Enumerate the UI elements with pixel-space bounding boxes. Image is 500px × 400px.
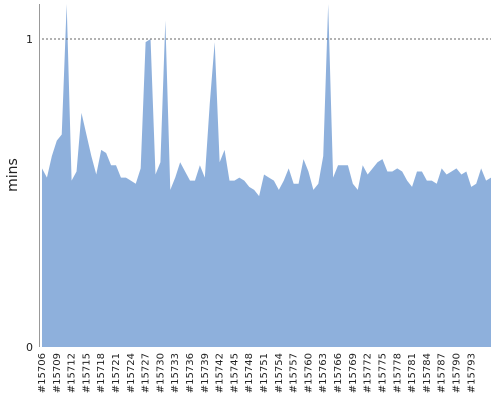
x-tick-label: #15784	[422, 353, 433, 393]
x-tick-label: #15724	[126, 353, 137, 393]
x-tick-label: #15757	[289, 353, 300, 393]
y-tick-labels: 01	[26, 33, 33, 354]
x-tick-label: #15766	[333, 353, 344, 393]
x-tick-label: #15718	[96, 353, 107, 393]
x-tick-label: #15727	[141, 353, 152, 393]
x-tick-label: #15772	[363, 353, 374, 393]
x-tick-label: #15730	[155, 353, 166, 393]
x-tick-label: #15748	[244, 353, 255, 393]
x-tick-label: #15793	[466, 353, 477, 393]
x-tick-label: #15715	[81, 353, 92, 393]
x-tick-label: #15733	[170, 353, 181, 393]
x-tick-label: #15709	[52, 353, 63, 393]
x-tick-label: #15721	[111, 353, 122, 393]
area-series	[42, 4, 491, 347]
x-tick-label: #15778	[392, 353, 403, 393]
x-tick-label: #15742	[215, 353, 226, 393]
y-axis-title: mins	[5, 158, 21, 192]
x-tick-labels: #15706 #15709 #15712 #15715 #15718 #15721 #157…	[37, 353, 477, 393]
x-tick-label: #15769	[348, 353, 359, 393]
x-tick-label: #15781	[407, 353, 418, 393]
x-tick-label: #15751	[259, 353, 270, 393]
x-tick-label: #15712	[67, 353, 78, 393]
x-tick-label: #15745	[229, 353, 240, 393]
y-tick-label: 1	[26, 33, 33, 46]
x-tick-label: #15790	[451, 353, 462, 393]
x-tick-label: #15739	[200, 353, 211, 393]
x-tick-label: #15706	[37, 353, 48, 393]
x-tick-label: #15787	[437, 353, 448, 393]
x-tick-label: #15775	[377, 353, 388, 393]
x-tick-label: #15754	[274, 353, 285, 393]
x-tick-label: #15760	[303, 353, 314, 393]
x-tick-label: #15736	[185, 353, 196, 393]
x-tick-label: #15763	[318, 353, 329, 393]
y-tick-label: 0	[26, 341, 33, 354]
